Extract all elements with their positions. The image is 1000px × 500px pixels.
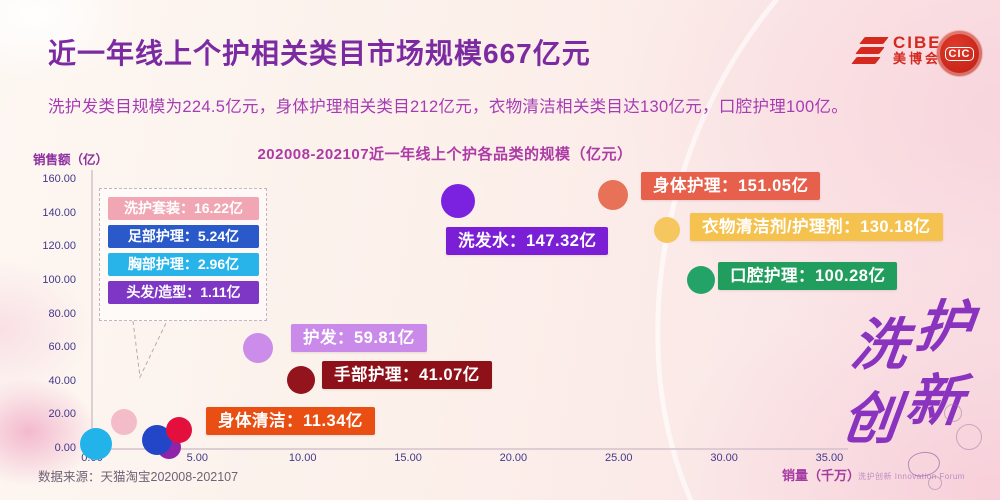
x-tick: 20.00 bbox=[499, 452, 528, 464]
x-tick: 10.00 bbox=[288, 452, 317, 464]
y-tick: 0.00 bbox=[54, 442, 76, 454]
bubble-doodle-icon bbox=[956, 424, 982, 450]
watermark-char-1: 洗 bbox=[847, 312, 912, 378]
bubble-oral-care bbox=[686, 266, 715, 295]
y-tick: 120.00 bbox=[42, 240, 76, 253]
bubble-hair-care bbox=[243, 333, 274, 364]
legend-item-chest-care: 胸部护理：2.96亿 bbox=[108, 253, 259, 276]
label-oral-care: 口腔护理：100.28亿 bbox=[718, 262, 898, 290]
page-subtitle: 洗护发类目规模为224.5亿元，身体护理相关类目212亿元，衣物清洁相关类目达1… bbox=[48, 98, 849, 116]
x-axis-label: 销量（千万） bbox=[782, 468, 861, 483]
cibe-logo-text: CIBE 美博会 bbox=[893, 34, 942, 66]
cibe-chinese-name: 美博会 bbox=[893, 51, 942, 66]
page-title: 近一年线上个护相关类目市场规模667亿元 bbox=[48, 38, 591, 69]
y-tick: 100.00 bbox=[42, 273, 76, 286]
y-tick: 60.00 bbox=[48, 341, 76, 354]
data-source-note: 数据来源：天猫淘宝202008-202107 bbox=[38, 470, 239, 484]
label-shampoo: 洗发水：147.32亿 bbox=[446, 227, 609, 255]
x-tick: 5.00 bbox=[186, 452, 209, 464]
watermark-char-2: 护 bbox=[911, 294, 976, 360]
legend-item-hair-styling: 头发/造型：1.11亿 bbox=[108, 281, 259, 304]
cic-stamp-icon: CIC bbox=[937, 31, 982, 76]
chart-title: 202008-202107近一年线上个护各品类的规模（亿元） bbox=[257, 146, 633, 163]
bubble-doodle-icon bbox=[928, 476, 942, 490]
bubble-chest-care bbox=[80, 428, 113, 461]
x-tick: 15.00 bbox=[394, 452, 422, 464]
watermark-char-3: 创 bbox=[838, 386, 903, 452]
label-hair-care: 护发：59.81亿 bbox=[291, 324, 427, 352]
y-tick: 140.00 bbox=[42, 206, 76, 219]
y-tick: 40.00 bbox=[48, 374, 76, 387]
x-tick: 30.00 bbox=[710, 452, 738, 464]
cibe-logo: CIBE 美博会 bbox=[851, 34, 942, 66]
label-laundry-care: 衣物清洁剂/护理剂：130.18亿 bbox=[690, 213, 943, 241]
label-body-cleansing: 身体清洁：11.34亿 bbox=[206, 407, 375, 435]
y-tick: 160.00 bbox=[42, 173, 76, 186]
cic-stamp-text: CIC bbox=[944, 46, 975, 61]
legend-callout-pointer bbox=[132, 320, 168, 379]
y-tick: 20.00 bbox=[48, 408, 76, 421]
bubble-doodle-icon bbox=[944, 404, 962, 422]
bubble-body-care bbox=[598, 180, 629, 211]
legend-item-wash-care-set: 洗护套装：16.22亿 bbox=[108, 197, 259, 220]
y-tick: 80.00 bbox=[48, 307, 76, 320]
legend-box: 洗护套装：16.22亿 足部护理：5.24亿 胸部护理：2.96亿 头发/造型：1.1… bbox=[99, 188, 267, 321]
watermark-caption: 洗护创新 Innovation Forum bbox=[858, 472, 965, 481]
bubble-shampoo bbox=[440, 184, 475, 219]
label-body-care: 身体护理：151.05亿 bbox=[641, 172, 821, 200]
x-tick: 25.00 bbox=[604, 452, 633, 464]
bubble-laundry-care bbox=[654, 217, 681, 244]
bubble-body-cleansing bbox=[166, 416, 193, 443]
y-axis-label: 销售额（亿） bbox=[33, 153, 109, 167]
cibe-name: CIBE bbox=[893, 33, 942, 52]
legend-item-foot-care: 足部护理：5.24亿 bbox=[108, 225, 259, 248]
bubble-wash-care-set bbox=[110, 408, 137, 435]
bubble-hand-care bbox=[286, 365, 315, 394]
x-tick: 35.00 bbox=[815, 452, 844, 464]
label-hand-care: 手部护理：41.07亿 bbox=[322, 361, 492, 389]
